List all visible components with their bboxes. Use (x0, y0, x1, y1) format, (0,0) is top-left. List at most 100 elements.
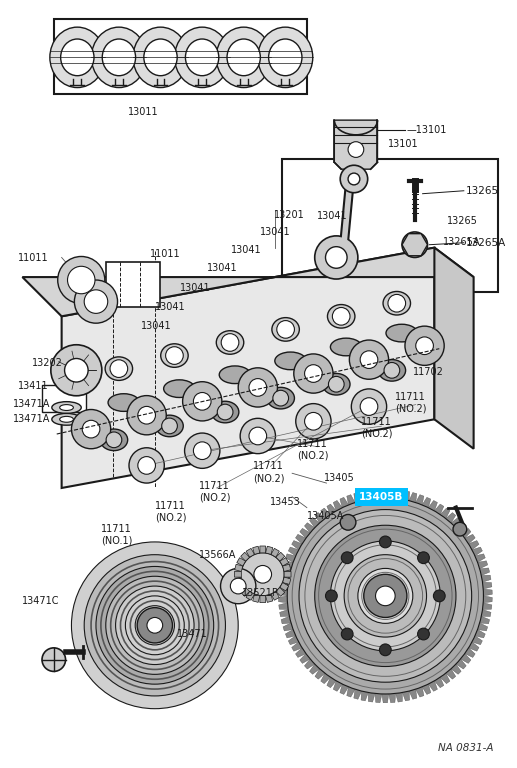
Polygon shape (241, 552, 250, 561)
Circle shape (352, 389, 387, 424)
Text: 13471C: 13471C (22, 596, 60, 606)
Bar (106, 263, 160, 306)
Polygon shape (253, 594, 260, 602)
Polygon shape (446, 669, 455, 679)
Polygon shape (475, 630, 485, 638)
Polygon shape (461, 654, 471, 664)
Polygon shape (327, 504, 336, 515)
Circle shape (299, 509, 472, 682)
Circle shape (305, 365, 322, 382)
Polygon shape (300, 528, 310, 538)
Polygon shape (333, 680, 342, 691)
Polygon shape (478, 623, 488, 631)
Ellipse shape (275, 352, 306, 369)
Ellipse shape (102, 39, 135, 76)
Circle shape (193, 442, 211, 459)
Ellipse shape (60, 39, 94, 76)
Polygon shape (451, 518, 461, 528)
Polygon shape (284, 571, 291, 577)
Text: 13041: 13041 (155, 302, 186, 312)
Text: 13265: 13265 (447, 217, 478, 227)
Circle shape (82, 420, 100, 438)
Circle shape (165, 346, 183, 364)
Polygon shape (416, 495, 424, 505)
Text: 13471: 13471 (177, 629, 208, 639)
Bar (42, 385, 86, 412)
Polygon shape (285, 630, 296, 638)
Circle shape (379, 536, 391, 548)
Polygon shape (281, 616, 291, 624)
Circle shape (84, 290, 108, 313)
Ellipse shape (161, 344, 188, 367)
Polygon shape (235, 577, 243, 584)
Ellipse shape (323, 373, 350, 395)
Polygon shape (402, 691, 409, 701)
Text: 13521P: 13521P (242, 588, 279, 598)
Ellipse shape (59, 405, 73, 410)
Circle shape (162, 418, 177, 434)
Text: 13265A: 13265A (443, 237, 481, 247)
Ellipse shape (386, 324, 417, 342)
Ellipse shape (175, 27, 230, 88)
Circle shape (137, 607, 173, 643)
Polygon shape (480, 568, 490, 575)
Polygon shape (472, 547, 482, 556)
Circle shape (332, 307, 350, 325)
Text: 13041: 13041 (317, 211, 347, 221)
Circle shape (51, 345, 102, 396)
Circle shape (58, 257, 105, 303)
Circle shape (71, 409, 111, 449)
Polygon shape (429, 501, 437, 511)
Polygon shape (283, 564, 291, 571)
Circle shape (241, 553, 284, 596)
Text: 13201: 13201 (273, 210, 305, 220)
Circle shape (405, 326, 444, 366)
Circle shape (240, 419, 276, 454)
Polygon shape (368, 490, 375, 499)
Polygon shape (296, 535, 306, 544)
Circle shape (340, 165, 368, 193)
Polygon shape (279, 589, 287, 596)
Text: 13041: 13041 (207, 263, 237, 273)
Polygon shape (62, 247, 434, 488)
Polygon shape (434, 504, 444, 515)
Circle shape (110, 359, 128, 377)
Polygon shape (305, 659, 315, 669)
Circle shape (388, 294, 406, 312)
Polygon shape (483, 596, 492, 603)
Text: 13041: 13041 (260, 227, 291, 237)
Polygon shape (382, 489, 389, 498)
Polygon shape (361, 691, 368, 701)
Circle shape (416, 337, 433, 355)
Ellipse shape (164, 380, 195, 398)
Circle shape (344, 554, 427, 637)
Circle shape (116, 586, 194, 664)
Polygon shape (422, 684, 431, 694)
Ellipse shape (211, 401, 239, 423)
Polygon shape (347, 495, 355, 505)
Polygon shape (300, 654, 310, 664)
Circle shape (358, 568, 413, 624)
Polygon shape (389, 489, 396, 498)
Text: NA 0831-A: NA 0831-A (438, 743, 493, 753)
Polygon shape (237, 583, 246, 591)
Text: 13411: 13411 (18, 381, 48, 391)
Polygon shape (266, 594, 273, 602)
Circle shape (249, 427, 267, 445)
Ellipse shape (258, 27, 313, 88)
Circle shape (418, 552, 430, 564)
Polygon shape (472, 636, 482, 644)
Polygon shape (446, 512, 455, 523)
Ellipse shape (216, 27, 271, 88)
Polygon shape (266, 546, 273, 554)
Ellipse shape (156, 415, 183, 437)
Circle shape (126, 596, 184, 655)
Text: 11711
(NO.2): 11711 (NO.2) (297, 439, 329, 461)
Circle shape (74, 280, 117, 323)
Text: 13041: 13041 (141, 321, 172, 331)
Text: 13405A: 13405A (307, 511, 344, 521)
Polygon shape (260, 546, 266, 553)
Polygon shape (478, 561, 488, 569)
Polygon shape (321, 674, 330, 684)
Polygon shape (292, 541, 302, 550)
